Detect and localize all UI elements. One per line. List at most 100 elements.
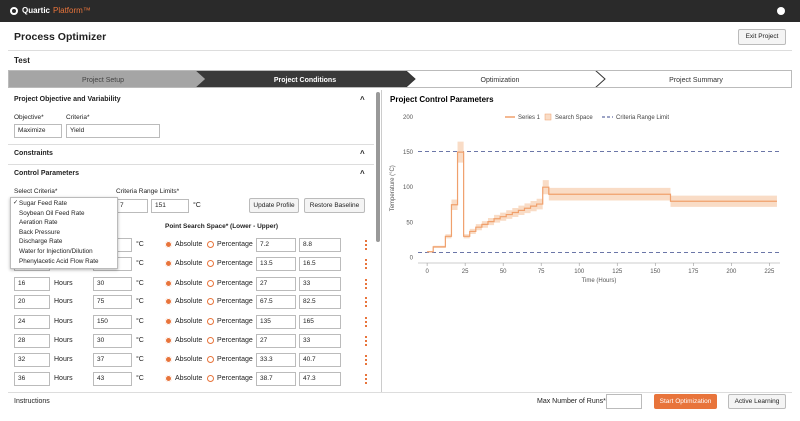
lower-input[interactable]: 33.3 [256,353,296,367]
section-title[interactable]: Control Parameters [14,170,79,177]
upper-input[interactable]: 8.8 [299,238,341,252]
lower-input[interactable]: 27 [256,277,296,291]
radio-selected[interactable] [165,260,172,267]
radio[interactable] [207,337,214,344]
radio-label[interactable]: Absolute [175,241,203,248]
chevron[interactable]: ^ [360,169,365,178]
radio-label[interactable]: Percentage [217,298,253,305]
radio-selected[interactable] [165,375,172,382]
exit-button[interactable]: Exit Project [738,29,786,45]
radio-selected[interactable] [165,298,172,305]
lower-input[interactable]: 67.5 [256,295,296,309]
restore-button[interactable]: Restore Baseline [304,198,365,213]
dropdown-option[interactable]: Back Pressure [19,228,60,236]
temp-input[interactable]: 150 [93,315,132,329]
lower-input[interactable]: 7.2 [256,238,296,252]
temp-input[interactable]: 43 [93,372,132,386]
objective-select[interactable]: Maximize [14,124,62,138]
criteria-select[interactable]: Yield [66,124,160,138]
dropdown-option[interactable]: Phenylacetic Acid Flow Rate [19,257,99,265]
row-menu[interactable] [365,297,367,307]
radio-label[interactable]: Absolute [175,356,203,363]
row-menu[interactable] [365,279,367,289]
lower-input[interactable]: 27 [256,334,296,348]
radio-label[interactable]: Percentage [217,241,253,248]
radio[interactable] [207,280,214,287]
temp-input[interactable]: 30 [93,277,132,291]
row-menu[interactable] [365,259,367,269]
section-title[interactable]: Constraints [14,150,53,157]
step-label[interactable]: Project Summary [669,77,723,84]
divider [8,144,374,145]
radio-selected[interactable] [165,241,172,248]
x-tick-label: 150 [650,269,661,275]
radio-label[interactable]: Absolute [175,337,203,344]
lower-input[interactable]: 135 [256,315,296,329]
radio-selected[interactable] [165,280,172,287]
row-menu[interactable] [365,317,367,327]
radio[interactable] [207,356,214,363]
lower-input[interactable]: 13.5 [256,257,296,271]
dropdown-option[interactable]: Sugar Feed Rate [19,200,67,207]
time-input[interactable]: 28 [14,334,50,348]
row-menu[interactable] [365,240,367,250]
dropdown-option[interactable]: Aeration Rate [19,219,58,227]
radio-label[interactable]: Absolute [175,298,203,305]
radio[interactable] [207,318,214,325]
chevron[interactable]: ^ [360,149,365,158]
radio[interactable] [207,260,214,267]
upper-input[interactable]: 33 [299,334,341,348]
update-button[interactable]: Update Profile [249,198,299,213]
section-title[interactable]: Project Objective and Variability [14,96,121,103]
upper-input[interactable]: 165 [299,315,341,329]
instructions-link[interactable]: Instructions [14,398,50,405]
radio-label[interactable]: Percentage [217,375,253,382]
scrollbar[interactable] [376,92,380,242]
radio-label[interactable]: Percentage [217,260,253,267]
step-label[interactable]: Project Setup [82,77,124,84]
radio-selected[interactable] [165,318,172,325]
active-learning-button[interactable]: Active Learning [728,394,786,409]
upper-input[interactable]: 82.5 [299,295,341,309]
row-menu[interactable] [365,374,367,384]
radio[interactable] [207,375,214,382]
user-icon[interactable] [777,7,785,15]
lower-input[interactable]: 38.7 [256,372,296,386]
time-input[interactable]: 24 [14,315,50,329]
chevron[interactable]: ^ [360,95,365,104]
radio-label[interactable]: Percentage [217,318,253,325]
radio-label[interactable]: Absolute [175,260,203,267]
time-input[interactable]: 16 [14,277,50,291]
start-button[interactable]: Start Optimization [654,394,717,409]
temp-input[interactable]: 30 [93,334,132,348]
time-input[interactable]: 20 [14,295,50,309]
step-label[interactable]: Optimization [481,77,520,84]
row-menu[interactable] [365,355,367,365]
dropdown-option[interactable]: Water for Injection/Dilution [19,248,93,255]
radio-label[interactable]: Absolute [175,318,203,325]
radio-label[interactable]: Absolute [175,280,203,287]
dropdown-option[interactable]: Soybean Oil Feed Rate [19,209,85,217]
radio-selected[interactable] [165,356,172,363]
upper-input[interactable]: 40.7 [299,353,341,367]
upper-input[interactable]: 16.5 [299,257,341,271]
time-input[interactable]: 36 [14,372,50,386]
range-max-input[interactable]: 151 [151,199,189,213]
radio-label[interactable]: Percentage [217,280,253,287]
radio-label[interactable]: Percentage [217,356,253,363]
radio[interactable] [207,241,214,248]
radio[interactable] [207,298,214,305]
dropdown-option[interactable]: Discharge Rate [19,238,63,246]
radio-selected[interactable] [165,337,172,344]
max-runs-input[interactable] [606,394,642,409]
field-label: Criteria Range Limits* [116,188,180,195]
upper-input[interactable]: 33 [299,277,341,291]
temp-input[interactable]: 37 [93,353,132,367]
radio-label[interactable]: Absolute [175,375,203,382]
temp-input[interactable]: 75 [93,295,132,309]
row-menu[interactable] [365,336,367,346]
radio-label[interactable]: Percentage [217,337,253,344]
upper-input[interactable]: 47.3 [299,372,341,386]
step-label[interactable]: Project Conditions [274,77,336,84]
time-input[interactable]: 32 [14,353,50,367]
